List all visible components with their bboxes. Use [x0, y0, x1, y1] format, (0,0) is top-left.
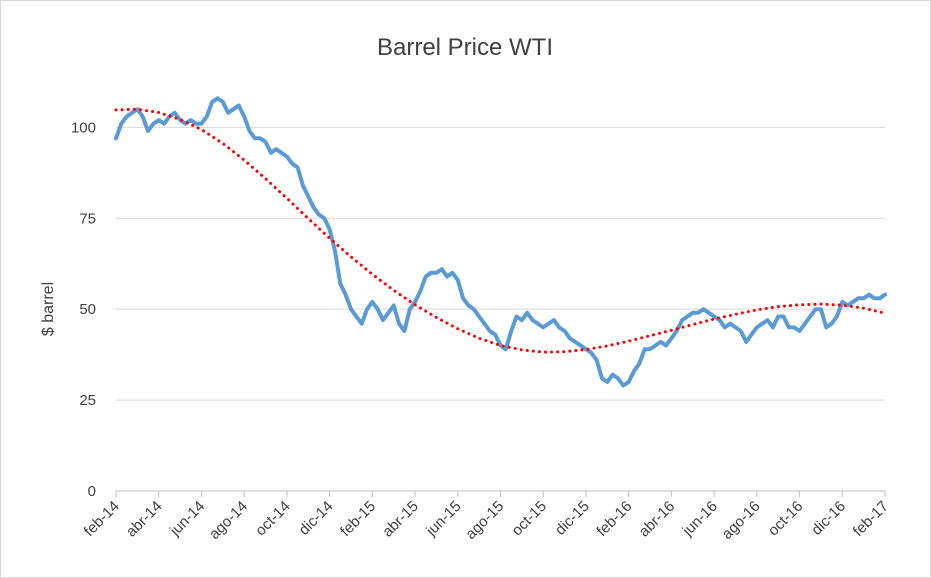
chart-title: Barrel Price WTI — [377, 34, 553, 61]
x-tick-label: feb-14 — [81, 498, 123, 540]
x-tick-label: jun-14 — [166, 498, 208, 540]
trendline-series — [114, 107, 887, 354]
x-tick-label: jun-15 — [422, 498, 464, 540]
y-tick-labels: 0 25 50 75 100 — [71, 119, 96, 500]
y-tick-label: 100 — [71, 119, 96, 136]
x-tick-label: feb-17 — [850, 498, 892, 540]
x-tick-label: dic-14 — [296, 498, 337, 539]
price-series-line — [114, 96, 887, 388]
y-tick-label: 25 — [79, 392, 96, 409]
x-tick-label: ago-16 — [719, 498, 764, 543]
gridlines — [116, 126, 885, 401]
x-tick-label: dic-16 — [808, 498, 849, 539]
x-tick-label: abr-14 — [123, 498, 166, 541]
x-tick-label: feb-16 — [593, 498, 635, 540]
y-tick-label: 75 — [79, 210, 96, 227]
x-axis — [115, 490, 886, 497]
x-tick-label: ago-15 — [462, 498, 507, 543]
x-tick-label: oct-14 — [252, 498, 294, 540]
y-tick-label: 50 — [79, 301, 96, 318]
x-tick-label: feb-15 — [337, 498, 379, 540]
x-tick-label: abr-16 — [636, 498, 679, 541]
y-tick-label: 0 — [88, 483, 96, 500]
x-tick-label: oct-15 — [509, 498, 551, 540]
x-tick-label: jun-16 — [679, 498, 721, 540]
x-tick-label: oct-16 — [765, 498, 807, 540]
x-tick-label: abr-15 — [379, 498, 422, 541]
x-tick-label: ago-14 — [206, 498, 251, 543]
x-tick-label: dic-15 — [552, 498, 593, 539]
y-axis-title: $ barrel — [40, 282, 57, 336]
series-group — [114, 96, 887, 388]
